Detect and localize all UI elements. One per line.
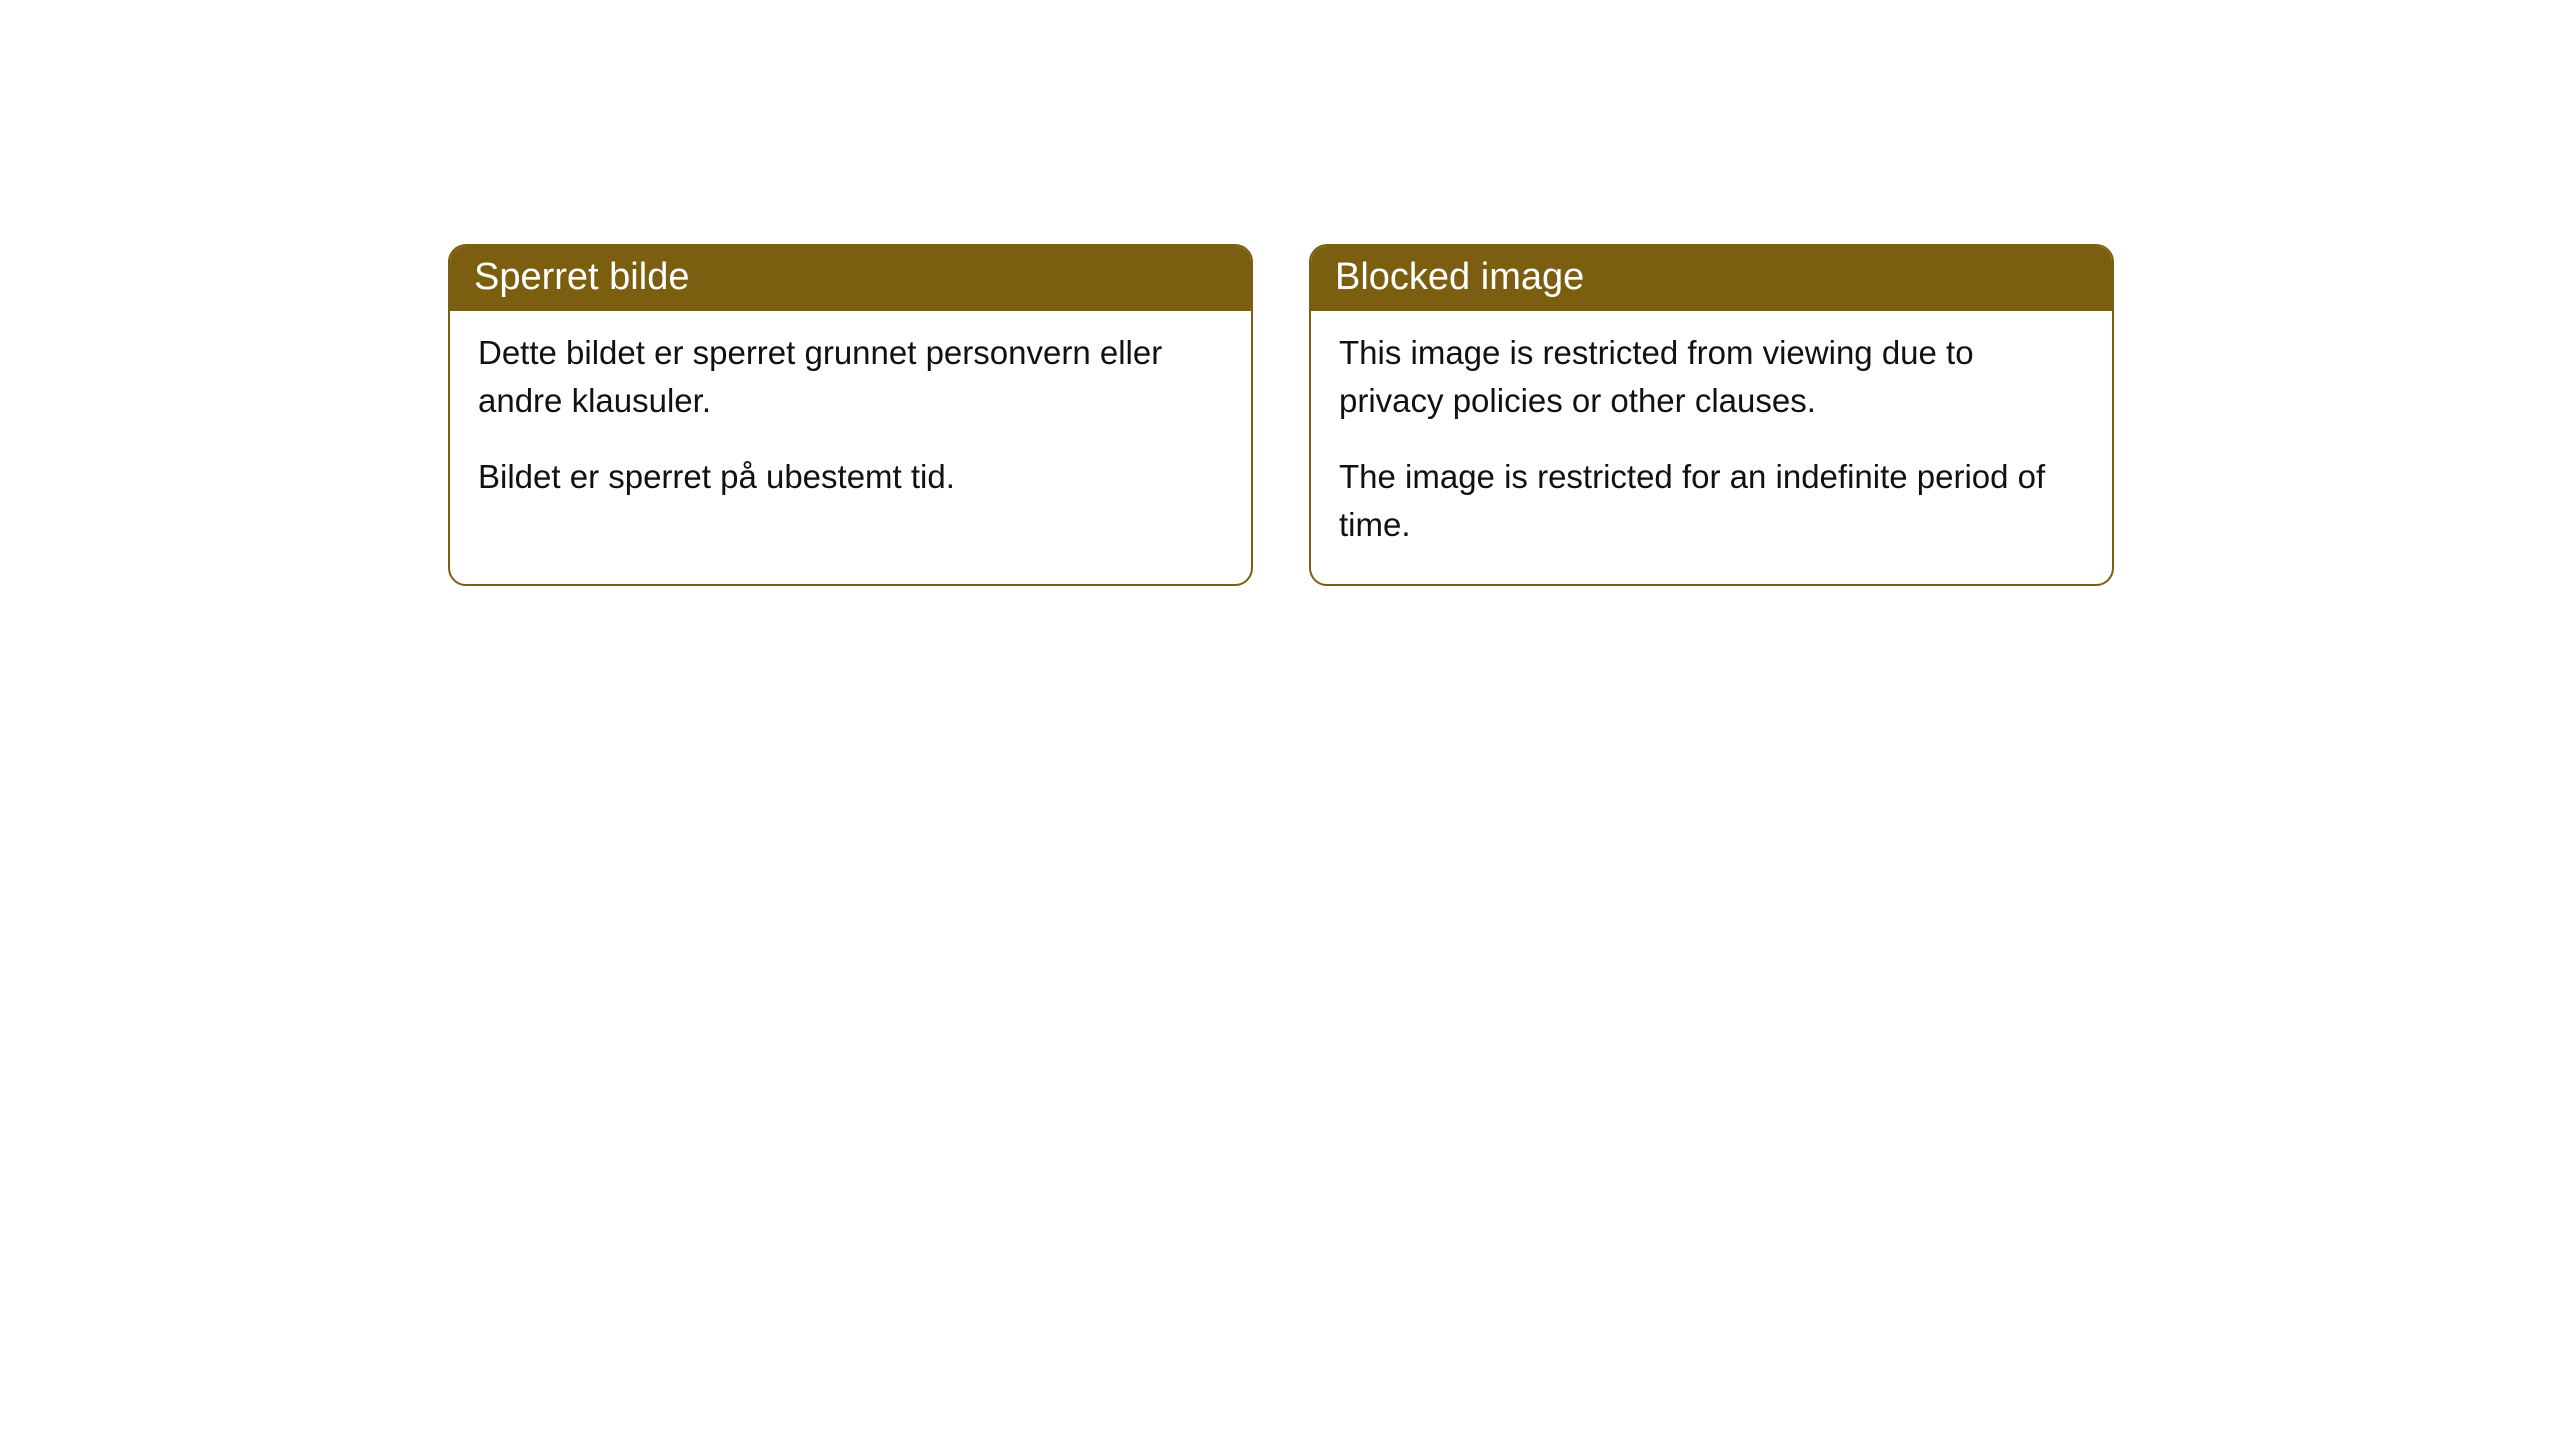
card-header: Sperret bilde	[450, 246, 1251, 311]
notice-card-norwegian: Sperret bilde Dette bildet er sperret gr…	[448, 244, 1253, 586]
card-paragraph: The image is restricted for an indefinit…	[1339, 453, 2084, 549]
card-header: Blocked image	[1311, 246, 2112, 311]
card-body: This image is restricted from viewing du…	[1311, 311, 2112, 584]
card-title: Blocked image	[1335, 256, 1584, 298]
notice-card-english: Blocked image This image is restricted f…	[1309, 244, 2114, 586]
card-body: Dette bildet er sperret grunnet personve…	[450, 311, 1251, 537]
card-paragraph: Bildet er sperret på ubestemt tid.	[478, 453, 1223, 501]
card-paragraph: This image is restricted from viewing du…	[1339, 329, 2084, 425]
card-paragraph: Dette bildet er sperret grunnet personve…	[478, 329, 1223, 425]
card-title: Sperret bilde	[474, 256, 689, 298]
notice-cards-container: Sperret bilde Dette bildet er sperret gr…	[448, 244, 2114, 586]
